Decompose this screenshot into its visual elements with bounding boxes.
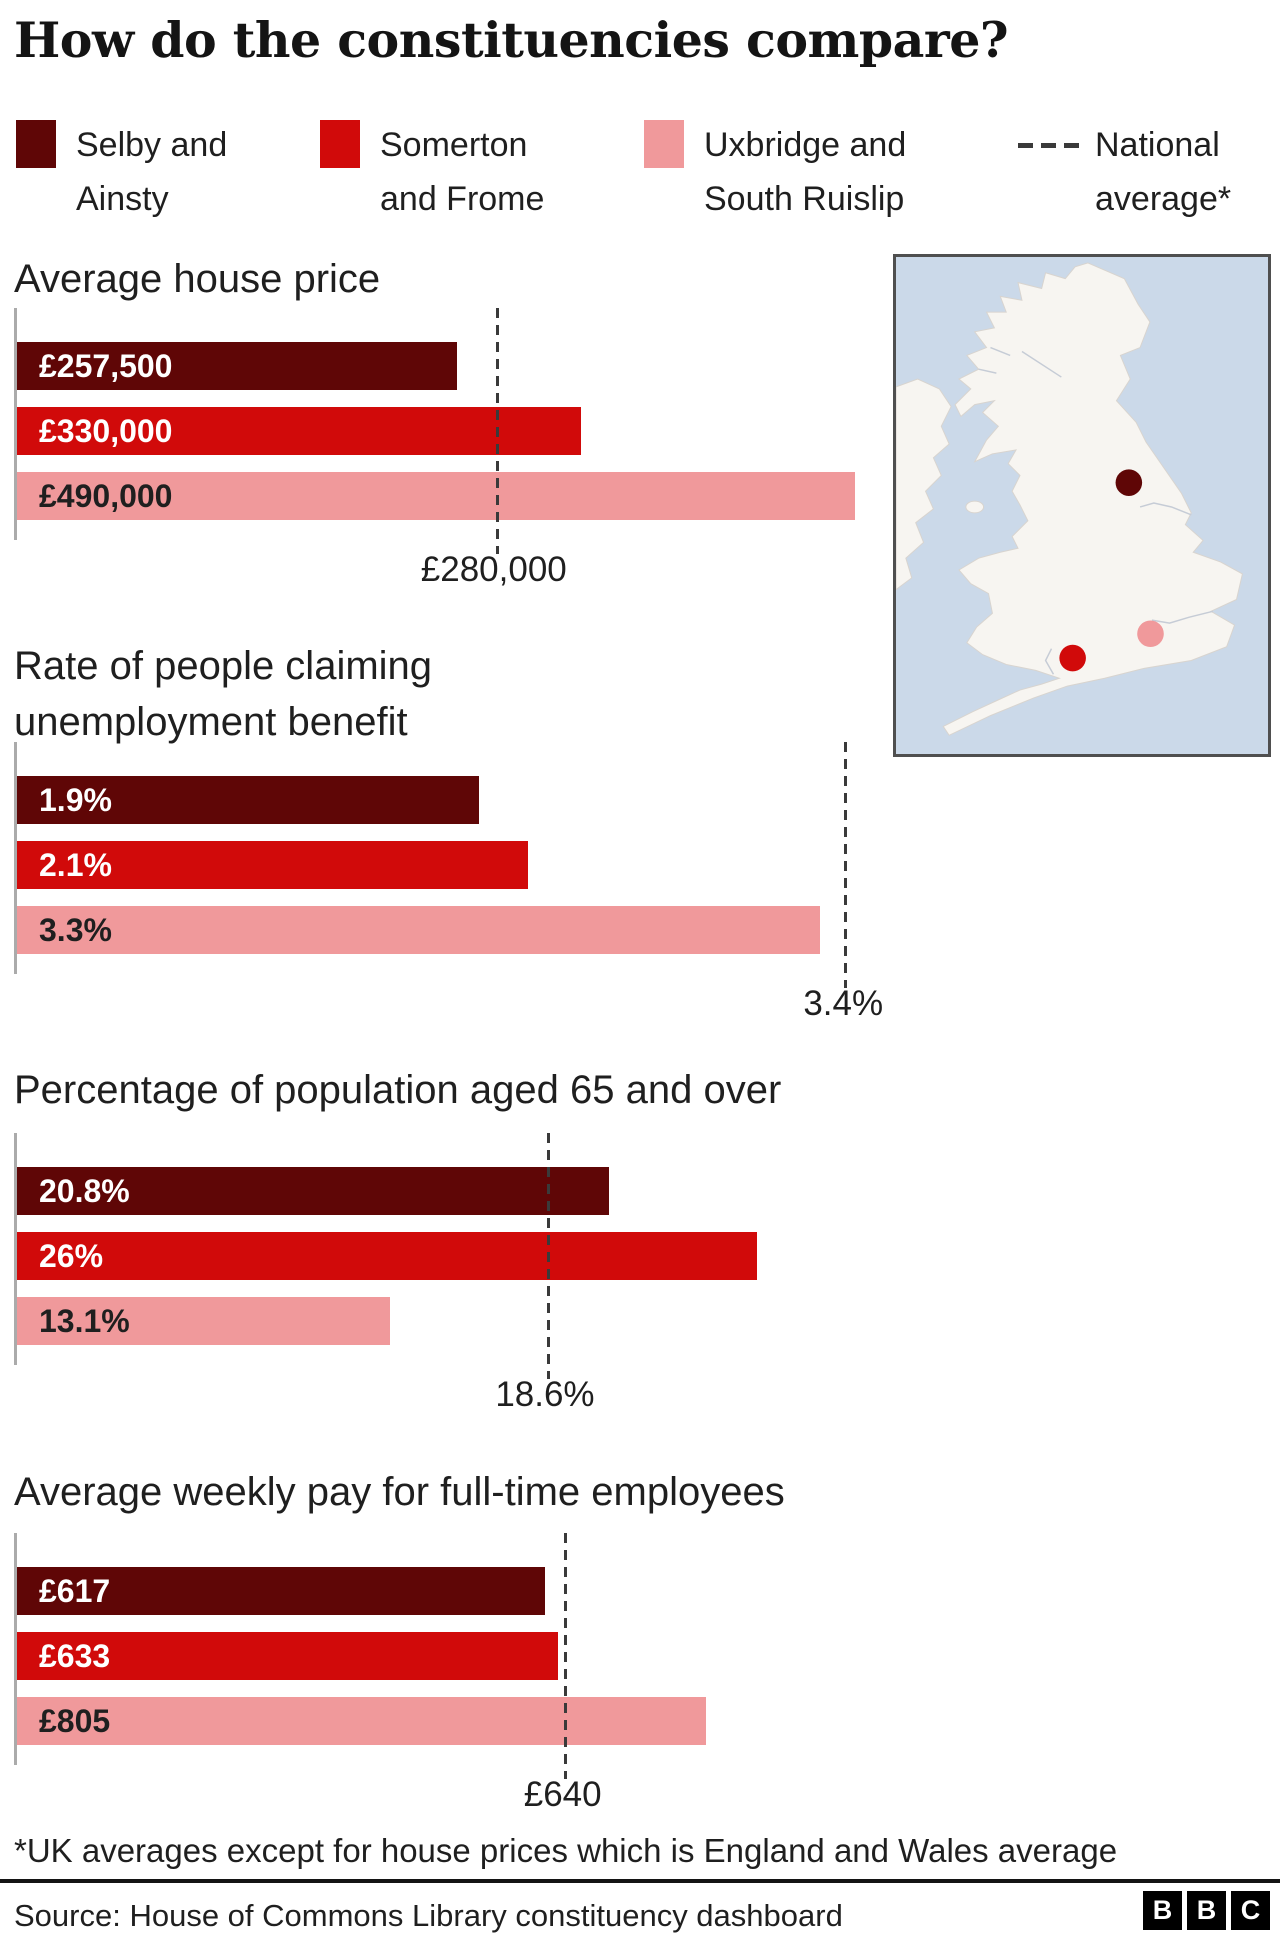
bar-value-label: £617 bbox=[39, 1572, 111, 1609]
gb-locator-map bbox=[893, 254, 1271, 757]
footnote: *UK averages except for house prices whi… bbox=[14, 1832, 1118, 1869]
chart-aged-65: 20.8% 26% 13.1% 18.6% bbox=[14, 1133, 1270, 1427]
uxbridge-location-dot bbox=[1137, 620, 1164, 648]
legend-label: Somerton and Frome bbox=[380, 126, 545, 218]
legend-label: Uxbridge and South Ruislip bbox=[704, 126, 907, 218]
national-average-value: 18.6% bbox=[495, 1375, 595, 1414]
chart-house-price: £257,500 £330,000 £490,000 £280,000 bbox=[14, 308, 1270, 602]
bar-value-label: 2.1% bbox=[39, 846, 112, 883]
national-average-value: £640 bbox=[523, 1775, 602, 1814]
bar-value-label: 20.8% bbox=[39, 1172, 130, 1209]
national-average-line bbox=[546, 1133, 550, 1379]
bar-value-label: 1.9% bbox=[39, 781, 112, 818]
source-line: Source: House of Commons Library constit… bbox=[14, 1898, 843, 1933]
section-title-aged-65: Percentage of population aged 65 and ove… bbox=[14, 1068, 782, 1112]
bar-value-label: £490,000 bbox=[39, 477, 173, 514]
page-title: How do the constituencies compare? bbox=[14, 11, 1009, 69]
plot-area: £257,500 £330,000 £490,000 bbox=[14, 308, 1270, 554]
bar-selby-and-ainsty: 20.8% bbox=[17, 1167, 610, 1215]
axis-caption-row: 18.6% bbox=[14, 1375, 1270, 1427]
bar-selby-and-ainsty: £257,500 bbox=[17, 342, 458, 390]
national-average-line bbox=[495, 308, 499, 554]
selby-location-dot bbox=[1115, 469, 1143, 496]
legend-item-selby: Selby and Ainsty bbox=[16, 118, 227, 226]
legend-item-uxbridge: Uxbridge and South Ruislip bbox=[644, 118, 906, 226]
legend-label: National average* bbox=[1095, 126, 1232, 218]
bar-uxbridge-and-south-ruislip: £805 bbox=[17, 1697, 706, 1745]
somerton-swatch bbox=[320, 120, 360, 168]
bar-value-label: £257,500 bbox=[39, 347, 173, 384]
bar-somerton-and-frome: £330,000 bbox=[17, 407, 582, 455]
chart-weekly-pay: £617 £633 £805 £640 bbox=[14, 1533, 1270, 1827]
legend-item-national-average: National average* bbox=[1018, 118, 1231, 226]
bar-value-label: 3.3% bbox=[39, 911, 112, 948]
bar-selby-and-ainsty: £617 bbox=[17, 1567, 545, 1615]
section-title-unemployment: Rate of people claiming unemployment ben… bbox=[14, 644, 433, 744]
map-svg bbox=[896, 257, 1268, 754]
bar-uxbridge-and-south-ruislip: £490,000 bbox=[17, 472, 855, 520]
axis-caption-row: 3.4% bbox=[14, 984, 1270, 1036]
national-average-value: 3.4% bbox=[803, 984, 884, 1023]
somerton-location-dot bbox=[1059, 644, 1086, 672]
uxbridge-swatch bbox=[644, 120, 684, 168]
national-average-line bbox=[844, 742, 848, 988]
chart-unemployment: 1.9% 2.1% 3.3% 3.4% bbox=[14, 742, 1270, 1036]
national-average-value: £280,000 bbox=[420, 550, 567, 589]
bar-value-label: 26% bbox=[39, 1237, 104, 1274]
plot-area: £617 £633 £805 bbox=[14, 1533, 1270, 1779]
bar-uxbridge-and-south-ruislip: 13.1% bbox=[17, 1297, 391, 1345]
bar-value-label: £805 bbox=[39, 1702, 111, 1739]
bar-uxbridge-and-south-ruislip: 3.3% bbox=[17, 906, 820, 954]
bar-value-label: £633 bbox=[39, 1637, 111, 1674]
legend-label: Selby and Ainsty bbox=[76, 126, 228, 218]
footer-divider bbox=[0, 1879, 1280, 1883]
dashed-line-icon bbox=[1018, 118, 1079, 172]
bbc-logo: B B C bbox=[1138, 1891, 1270, 1930]
plot-area: 1.9% 2.1% 3.3% bbox=[14, 742, 1270, 988]
bbc-logo-letter: B bbox=[1143, 1891, 1182, 1930]
bar-selby-and-ainsty: 1.9% bbox=[17, 776, 480, 824]
legend-item-somerton: Somerton and Frome bbox=[320, 118, 544, 226]
axis-caption-row: £640 bbox=[14, 1775, 1270, 1827]
britain-landmass bbox=[942, 262, 1243, 736]
ireland-landmass bbox=[896, 378, 952, 591]
rivers bbox=[978, 346, 1214, 675]
plot-area: 20.8% 26% 13.1% bbox=[14, 1133, 1270, 1379]
section-title-house-price: Average house price bbox=[14, 257, 381, 301]
bar-somerton-and-frome: £633 bbox=[17, 1632, 559, 1680]
bar-value-label: £330,000 bbox=[39, 412, 173, 449]
national-average-line bbox=[564, 1533, 568, 1779]
bar-value-label: 13.1% bbox=[39, 1302, 130, 1339]
bar-somerton-and-frome: 2.1% bbox=[17, 841, 528, 889]
section-title-weekly-pay: Average weekly pay for full-time employe… bbox=[14, 1470, 785, 1514]
axis-caption-row: £280,000 bbox=[14, 550, 1270, 602]
isle-of-man bbox=[965, 500, 985, 514]
bar-somerton-and-frome: 26% bbox=[17, 1232, 758, 1280]
selby-swatch bbox=[16, 120, 56, 168]
bbc-logo-letter: B bbox=[1187, 1891, 1226, 1930]
legend: Selby and Ainsty Somerton and Frome Uxbrid… bbox=[14, 118, 1266, 228]
bbc-logo-letter: C bbox=[1231, 1891, 1270, 1930]
